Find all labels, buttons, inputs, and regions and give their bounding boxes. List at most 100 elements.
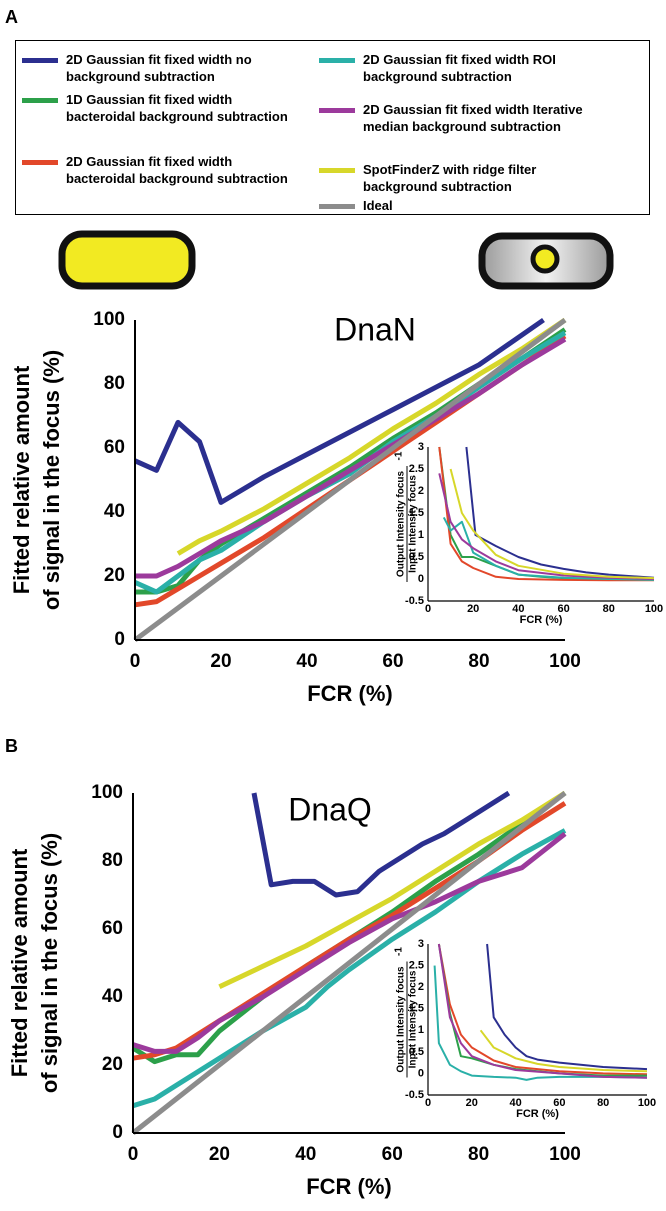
y-tick-label: 2.5 [409,463,424,475]
y-tick-label: 3 [418,938,424,950]
legend-swatch [319,108,355,113]
series-line [437,943,647,1077]
x-tick-label: 0 [425,1097,431,1109]
x-tick-label: 20 [210,651,231,672]
y-axis-title: Input Intensity focus [408,970,419,1068]
x-axis-title: FCR (%) [307,681,393,706]
y-tick-label: 100 [93,309,125,330]
y-tick-label: 20 [102,1054,123,1075]
y-tick-label: 2 [418,485,424,497]
series-line [437,943,648,1079]
series-line [449,468,655,580]
chart-title: DnaN [334,311,416,347]
y-tick-label: 20 [104,565,125,586]
x-tick-label: 40 [295,1144,316,1165]
y-tick-label: 0 [418,1067,424,1079]
legend-label: 2D Gaussian fit fixed width bacteroidal … [66,154,288,186]
y-tick-label: 60 [102,918,123,939]
chart-title: DnaQ [288,791,372,827]
series-line [133,317,545,505]
y-axis-title: Input Intensity focus [408,475,419,573]
y-tick-label: 40 [104,501,125,522]
series-line [132,831,567,1054]
legend-label: Ideal [363,198,393,213]
x-tick-label: 20 [466,1097,478,1109]
focus-icon [530,244,560,274]
legend-swatch [319,58,355,63]
y-tick-label: 0 [112,1122,123,1143]
series-line [438,446,655,581]
y-axis-title: of signal in the focus (%) [39,350,64,610]
legend-entry: 1D Gaussian fit fixed width bacteroidal … [22,91,296,125]
y-tick-label: 0.5 [409,551,424,563]
legend-swatch [22,58,58,63]
legend-swatch [319,168,355,173]
legend-entry: SpotFinderZ with ridge filter background… [319,161,593,195]
panel-label: B [5,736,18,756]
series-line [132,828,567,1109]
x-tick-label: 40 [509,1097,521,1109]
y-tick-label: 1.5 [409,1003,424,1015]
series-line [465,446,655,579]
legend-label: SpotFinderZ with ridge filter background… [363,162,537,194]
series-line [486,943,648,1071]
legend-label: 2D Gaussian fit fixed width no backgroun… [66,52,252,84]
x-tick-label: 80 [468,651,489,672]
legend-entry: 2D Gaussian fit fixed width bacteroidal … [22,153,296,187]
y-tick-label: 0 [114,629,125,650]
series-line [438,473,655,580]
legend-entry: 2D Gaussian fit fixed width ROI backgrou… [319,51,593,85]
x-tick-label: 80 [597,1097,609,1109]
x-tick-label: 80 [603,603,615,615]
legend-label: 2D Gaussian fit fixed width Iterative me… [363,102,583,134]
y-tick-label: 2 [418,981,424,993]
series-line [133,317,567,643]
x-tick-label: 100 [645,603,663,615]
series-line [438,446,654,582]
legend-entry: 2D Gaussian fit fixed width Iterative me… [319,101,593,135]
y-tick-label: 100 [91,782,123,803]
legend-label: 1D Gaussian fit fixed width bacteroidal … [66,92,288,124]
y-axis-title: Fitted relative amount [9,365,34,594]
x-tick-label: 60 [553,1097,565,1109]
series-line [437,943,648,1076]
y-tick-label: 0 [418,573,424,585]
y-axis-title: Fitted relative amount [7,848,32,1077]
y-tick-label: 1 [418,1024,424,1036]
y-axis-title: Output Intensity focus [396,471,407,578]
x-tick-label: 20 [467,603,479,615]
series-line [218,790,567,990]
panel-label: A [5,7,18,27]
legend: 2D Gaussian fit fixed width no backgroun… [15,40,650,215]
y-tick-label: 0.5 [409,1046,424,1058]
series-line [433,965,648,1081]
series-line [251,790,511,898]
x-tick-label: 40 [296,651,317,672]
x-tick-label: 80 [468,1144,489,1165]
y-tick-label: 1.5 [409,507,424,519]
x-tick-label: 20 [209,1144,230,1165]
x-tick-label: 0 [128,1144,139,1165]
legend-swatch [319,204,355,209]
series-line [176,317,567,556]
x-tick-label: 100 [549,651,581,672]
legend-label: 2D Gaussian fit fixed width ROI backgrou… [363,52,556,84]
y-tick-label: 80 [104,373,125,394]
x-tick-label: 60 [557,603,569,615]
y-tick-label: -0.5 [405,595,424,607]
y-axis-title: Output Intensity focus [396,966,407,1073]
legend-swatch [22,98,58,103]
x-axis-title: FCR (%) [516,1108,559,1120]
y-tick-label: 60 [104,437,125,458]
y-axis-exponent: -1 [394,947,405,956]
y-axis-title: of signal in the focus (%) [37,833,62,1093]
legend-swatch [22,160,58,165]
y-tick-label: -0.5 [405,1089,424,1101]
legend-entry: 2D Gaussian fit fixed width no backgroun… [22,51,296,85]
x-tick-label: 60 [382,651,403,672]
series-line [131,791,567,1135]
x-tick-label: 100 [549,1144,581,1165]
y-axis-exponent: -1 [394,451,405,460]
